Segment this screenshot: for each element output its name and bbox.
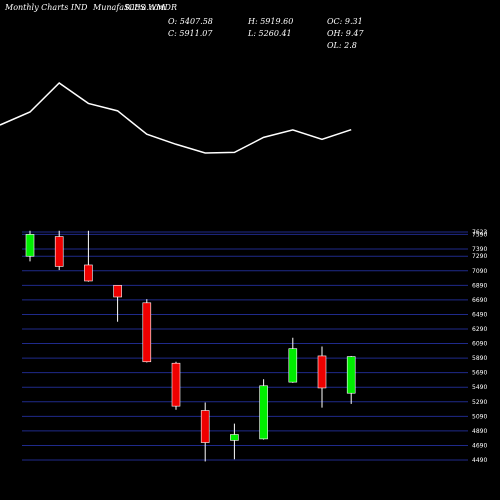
y-tick-label: 5490 [472, 384, 487, 391]
y-tick-label: 7090 [472, 268, 487, 275]
candle-down [113, 285, 122, 298]
y-tick-label: 6690 [472, 297, 487, 304]
chart-grid [22, 231, 468, 461]
y-tick-label: 6490 [472, 311, 487, 318]
y-tick-label: 4490 [472, 457, 487, 464]
candle-down [84, 264, 93, 282]
candle-down [54, 236, 64, 267]
y-tick-label: 7390 [472, 246, 487, 253]
ol-value: OL: 2.8 [327, 41, 357, 50]
high-value: H: 5919.60 [248, 17, 294, 26]
candle-down [142, 302, 152, 363]
ticker-label: ICES WMDR [125, 3, 177, 12]
candle-up [25, 234, 35, 257]
candle-up [288, 348, 298, 383]
close-value: C: 5911.07 [168, 29, 213, 38]
oc-value: OC: 9.31 [327, 17, 363, 26]
y-tick-label: 7590 [472, 231, 487, 238]
y-tick-label: 7290 [472, 253, 487, 260]
candle-down [200, 410, 210, 443]
site-name: MunafaSutra.com [93, 3, 166, 12]
candle-up [259, 385, 268, 440]
candles [25, 230, 356, 462]
candle-up [230, 434, 239, 441]
y-tick-label: 6890 [472, 282, 487, 289]
candle-up [346, 356, 356, 394]
chart-title: Monthly Charts IND MunafaSutra.com [5, 3, 166, 12]
y-tick-label: 5090 [472, 413, 487, 420]
y-tick-label: 5690 [472, 370, 487, 377]
title-label: Monthly Charts IND [5, 3, 88, 12]
open-value: O: 5407.58 [168, 17, 213, 26]
indicator-panel [0, 82, 352, 154]
y-tick-label: 6090 [472, 341, 487, 348]
y-tick-label: 5890 [472, 355, 487, 362]
y-tick-label: 6290 [472, 326, 487, 333]
indicator-line [0, 82, 352, 154]
candle-down [171, 362, 181, 407]
candle-down [317, 355, 327, 389]
y-tick-label: 7623 [472, 229, 487, 236]
y-tick-label: 5290 [472, 399, 487, 406]
y-tick-label: 4890 [472, 428, 487, 435]
y-tick-label: 4690 [472, 442, 487, 449]
low-value: L: 5260.41 [248, 29, 292, 38]
oh-value: OH: 9.47 [327, 29, 364, 38]
